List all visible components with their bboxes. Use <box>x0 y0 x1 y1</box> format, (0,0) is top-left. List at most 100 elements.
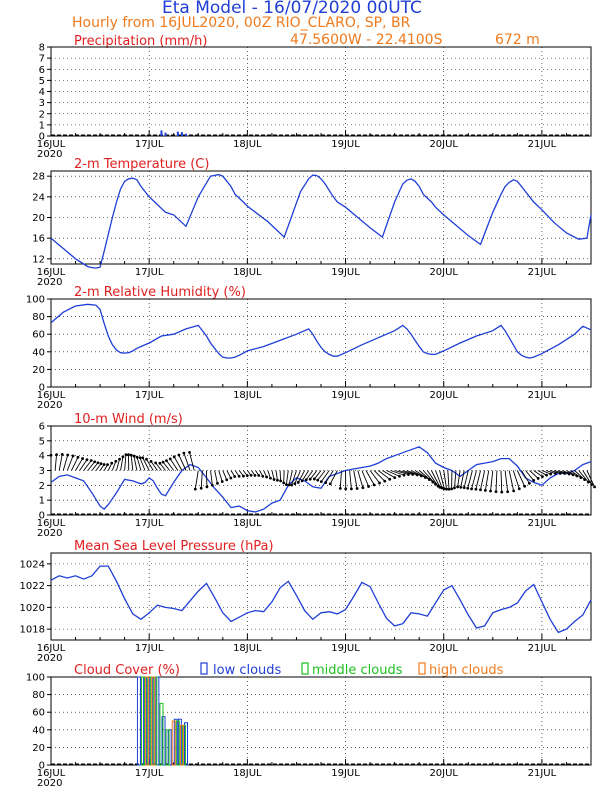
wind-barb-head <box>253 473 257 477</box>
wind-barb-head <box>257 474 261 477</box>
cloud-ytick-label: 40 <box>32 725 45 736</box>
mslp-series-line <box>50 565 592 634</box>
wind-barb <box>210 470 213 486</box>
wind-barb-head <box>593 485 596 489</box>
wind-barb-head <box>138 456 142 460</box>
wind-barb <box>133 455 138 471</box>
wind-barb-head <box>388 477 392 481</box>
wind-barb-head <box>500 490 504 494</box>
rh-year-label: 2020 <box>37 400 62 411</box>
wind-barb-head <box>249 473 253 477</box>
wind-barb <box>329 470 338 485</box>
wind-barb <box>435 470 443 489</box>
cloud-xtick-label: 19JUL <box>331 768 360 779</box>
wind-barb <box>66 455 74 471</box>
wind-barb <box>512 470 520 489</box>
rh-xtick-label: 21JUL <box>528 390 557 401</box>
wind-barb-head <box>479 488 482 492</box>
cloud-bar-low <box>184 722 188 766</box>
wind-barb-head <box>237 474 241 478</box>
wind-barb <box>406 470 422 477</box>
rh-panel: 0 20 40 60 80 100 16JUL 17JUL 18JUL 19JUL 20JUL 21J… <box>26 295 592 411</box>
rh-ytick-label: 60 <box>32 330 45 341</box>
wind-barb <box>394 470 409 475</box>
temp-xtick-label: 16JUL <box>37 267 66 278</box>
wind-barb <box>410 470 426 478</box>
wind-barb <box>439 470 445 489</box>
wind-barb <box>447 470 450 490</box>
wind-barb-head <box>199 486 203 490</box>
mslp-xtick-label: 16JUL <box>37 643 66 654</box>
rh-frame <box>50 298 592 388</box>
wind-series-line <box>50 446 592 513</box>
wind-barb-head <box>355 487 359 490</box>
wind-barb-head <box>85 458 89 462</box>
wind-barb <box>294 470 301 484</box>
wind-barb <box>142 457 150 471</box>
rh-title: 2-m Relative Humidity (%) <box>74 285 246 300</box>
wind-barb <box>361 470 370 487</box>
wind-barb <box>495 470 498 492</box>
wind-barb-head <box>367 485 370 488</box>
elevation: 672 m <box>495 32 540 48</box>
cloud-frame <box>50 676 592 766</box>
wind-barb-head <box>149 459 153 463</box>
wind-barb <box>570 470 582 479</box>
wind-barb <box>582 470 593 485</box>
rh-xtick-label: 16JUL <box>37 390 66 401</box>
cloud-bar-low <box>149 676 154 766</box>
wind-barb <box>545 470 556 474</box>
wind-barb-head <box>102 463 106 466</box>
mslp-ytick-label: 1020 <box>20 603 45 614</box>
wind-barb-head <box>383 479 387 483</box>
wind-ytick-label: 0 <box>39 511 45 522</box>
wind-barb <box>169 458 179 471</box>
wind-barb-head <box>129 453 133 457</box>
wind-barb-head <box>549 472 553 476</box>
wind-barb-head <box>442 487 446 491</box>
precip-ytick-label: 0 <box>39 132 45 143</box>
wind-barb-head <box>474 487 478 491</box>
temp-xtick-label: 19JUL <box>331 267 360 278</box>
wind-barb-head <box>225 478 229 482</box>
wind-barb-head <box>290 483 294 487</box>
wind-barb <box>504 470 509 492</box>
wind-barb-head <box>89 459 93 462</box>
wind-barb <box>155 462 162 471</box>
wind-barb <box>226 470 232 479</box>
precip-ytick-label: 3 <box>39 98 45 109</box>
rh-xtick-label: 17JUL <box>135 390 164 401</box>
wind-barb-head <box>462 486 466 490</box>
wind-barb-head <box>536 477 540 480</box>
legend-middle-swatch <box>301 662 309 675</box>
wind-barb <box>339 470 342 489</box>
wind-barb <box>166 460 175 471</box>
wind-barb-head <box>118 457 121 461</box>
cloud-xtick-label: 21JUL <box>528 768 557 779</box>
wind-barb <box>317 470 326 481</box>
wind-barb-head <box>532 479 536 482</box>
precip-bar <box>176 131 179 136</box>
wind-barb <box>549 470 561 474</box>
wind-barb <box>271 470 275 480</box>
wind-barb <box>218 470 223 482</box>
rh-ytick-label: 80 <box>32 312 45 323</box>
wind-barb <box>578 470 589 483</box>
wind-barb <box>533 470 543 477</box>
wind-barb-head <box>523 484 527 488</box>
rh-xtick-label: 18JUL <box>233 390 262 401</box>
rh-ytick-label: 100 <box>26 295 45 306</box>
precip-xtick-label: 18JUL <box>233 139 262 150</box>
temp-series-line <box>50 173 592 269</box>
wind-barb <box>130 455 134 471</box>
wind-barb-head <box>76 455 80 459</box>
wind-barb-head <box>127 453 130 457</box>
wind-barb-head <box>338 487 342 490</box>
mslp-xtick-label: 17JUL <box>135 643 164 654</box>
wind-barb-head <box>60 453 64 456</box>
wind-barb <box>475 470 481 490</box>
cloud-bar-high <box>179 724 184 766</box>
wind-barb-head <box>261 474 265 478</box>
wind-xtick-label: 21JUL <box>528 518 557 529</box>
mslp-xtick-label: 18JUL <box>233 643 262 654</box>
